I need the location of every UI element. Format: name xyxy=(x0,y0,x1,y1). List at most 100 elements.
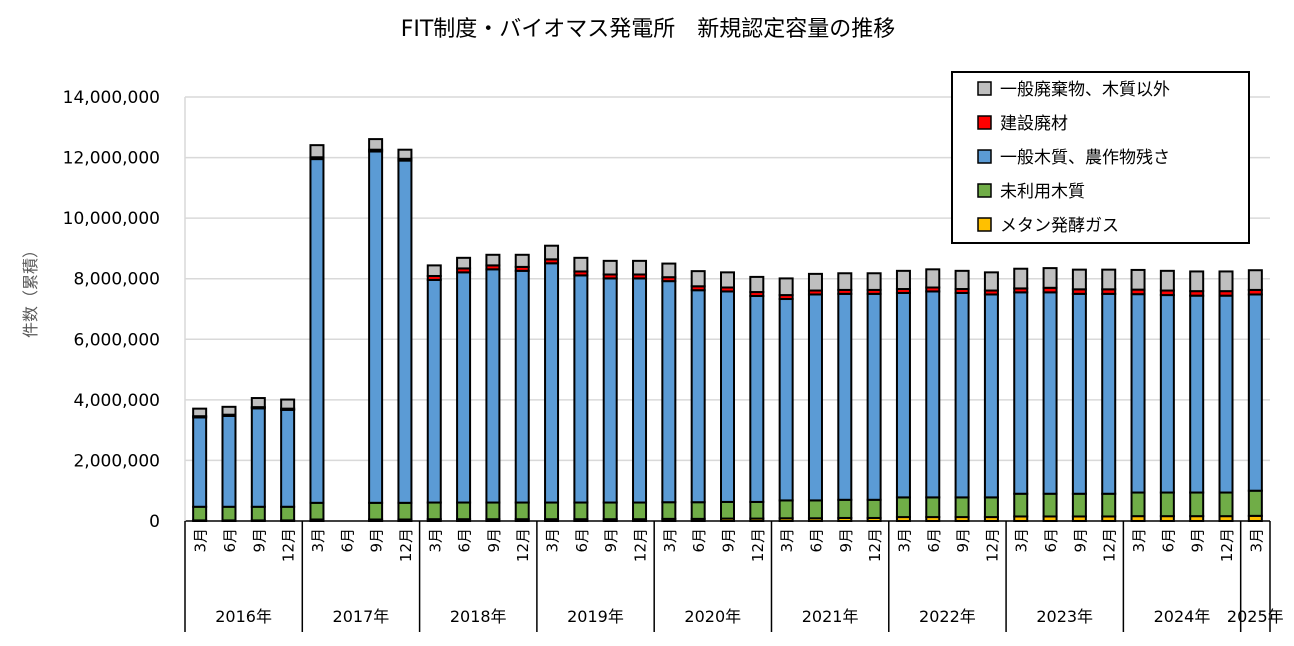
x-tick-label: 12月 xyxy=(1101,528,1119,562)
bar-segment xyxy=(866,292,882,501)
bar-segment xyxy=(1159,491,1175,518)
bar-segment xyxy=(1013,267,1029,290)
bar-segment xyxy=(1247,489,1263,517)
y-tick-label: 10,000,000 xyxy=(63,209,160,229)
bar-segment xyxy=(690,501,706,520)
bar-segment xyxy=(602,259,618,276)
x-tick-label: 3月 xyxy=(544,528,562,553)
bar-segment xyxy=(192,407,208,418)
bar-segment xyxy=(544,262,560,504)
bar-segment xyxy=(1042,291,1058,495)
bar-segment xyxy=(602,277,618,504)
bar-segment xyxy=(661,262,677,279)
x-tick-label: 6月 xyxy=(1159,528,1177,553)
x-tick-label: 9月 xyxy=(485,528,503,553)
bar-segment xyxy=(602,501,618,521)
year-label: 2023年 xyxy=(1036,607,1093,626)
x-tick-label: 3月 xyxy=(1247,528,1265,553)
legend-swatch xyxy=(977,217,992,232)
legend-swatch xyxy=(977,183,992,198)
x-tick-label: 6月 xyxy=(925,528,943,553)
y-tick-label: 4,000,000 xyxy=(73,391,160,411)
x-tick-label: 9月 xyxy=(954,528,972,553)
x-tick-label: 12月 xyxy=(1218,528,1236,562)
year-label: 2024年 xyxy=(1154,607,1211,626)
x-tick-label: 3月 xyxy=(426,528,444,553)
legend-label: 建設廃材 xyxy=(1000,114,1068,134)
bar-segment xyxy=(426,501,442,521)
bar-segment xyxy=(778,277,794,297)
legend-swatch xyxy=(977,149,992,164)
year-label: 2019年 xyxy=(567,607,624,626)
bar-segment xyxy=(368,501,384,521)
bar-segment xyxy=(749,275,765,294)
bar-segment xyxy=(192,505,208,522)
bar-segment xyxy=(221,405,237,416)
legend-label: メタン発酵ガス xyxy=(1000,216,1119,236)
bar-segment xyxy=(485,253,501,267)
bar-segment xyxy=(895,291,911,499)
x-tick-label: 3月 xyxy=(895,528,913,553)
bar-segment xyxy=(456,271,472,504)
bar-segment xyxy=(749,294,765,503)
year-label: 2016年 xyxy=(215,607,272,626)
legend-label: 一般木質、農作物残さ xyxy=(1000,148,1170,168)
bar-segment xyxy=(720,271,735,289)
bar-segment xyxy=(690,270,706,288)
bar-segment xyxy=(837,292,853,501)
y-tick-label: 12,000,000 xyxy=(63,149,160,169)
bar-segment xyxy=(1247,293,1263,492)
bar-segment xyxy=(309,144,325,159)
bar-segment xyxy=(632,259,648,276)
bar-segment xyxy=(426,264,442,277)
x-tick-label: 12月 xyxy=(280,528,298,562)
x-axis: 3月 6月 9月 12月 3月 6月 9月 12月 3月 6月 9月 12月 3月 6月 9月 12月 3月 6月… xyxy=(184,97,1284,632)
legend-label: 一般廃棄物、木質以外 xyxy=(1000,80,1170,100)
bar-segment xyxy=(837,272,853,291)
bar-segment xyxy=(954,291,970,499)
bar-segment xyxy=(1218,294,1234,494)
bar-segment xyxy=(895,269,911,291)
bar-segment xyxy=(250,397,266,409)
bar-segment xyxy=(485,501,501,521)
bar-segment xyxy=(573,256,589,273)
bar-segment xyxy=(485,268,501,504)
x-tick-label: 6月 xyxy=(1042,528,1060,553)
x-tick-label: 3月 xyxy=(661,528,679,553)
bar-segment xyxy=(807,499,823,520)
bar-segment xyxy=(1071,268,1087,291)
y-axis-ticks: 0 2,000,000 4,000,000 6,000,000 8,000,000 10,… xyxy=(63,88,160,532)
legend-swatch xyxy=(977,81,992,96)
x-tick-label: 9月 xyxy=(1071,528,1089,553)
y-axis-title: 件数（累積） xyxy=(21,242,40,338)
bar-segment xyxy=(1130,293,1146,494)
bar-segment xyxy=(280,505,296,522)
x-tick-label: 6月 xyxy=(573,528,591,553)
bar-segment xyxy=(866,272,882,291)
year-label: 2017年 xyxy=(333,607,390,626)
chart-title: FIT制度・バイオマス発電所 新規認定容量の推移 xyxy=(401,17,896,42)
legend-swatch xyxy=(977,115,992,130)
x-tick-label: 6月 xyxy=(456,528,474,553)
bar-segment xyxy=(1101,268,1117,291)
bar-segment xyxy=(1189,270,1205,293)
bar-segment xyxy=(221,505,237,522)
bar-segment xyxy=(397,159,413,504)
bar-segment xyxy=(1071,492,1087,518)
bar-segment xyxy=(573,501,589,521)
bar-segment xyxy=(1218,270,1234,293)
bar-segment xyxy=(925,290,941,499)
bar-segment xyxy=(983,271,999,292)
bar-segment xyxy=(221,414,237,508)
bar-segment xyxy=(925,496,941,519)
year-label: 2025年 xyxy=(1227,607,1284,626)
x-tick-label: 3月 xyxy=(1130,528,1148,553)
bar-segment xyxy=(1189,294,1205,494)
legend-box xyxy=(951,71,1250,244)
x-tick-label: 3月 xyxy=(192,528,210,553)
bar-segment xyxy=(397,501,413,521)
bar-segment xyxy=(514,269,530,504)
bar-segment xyxy=(1101,492,1117,518)
bar-segment xyxy=(1013,291,1029,495)
